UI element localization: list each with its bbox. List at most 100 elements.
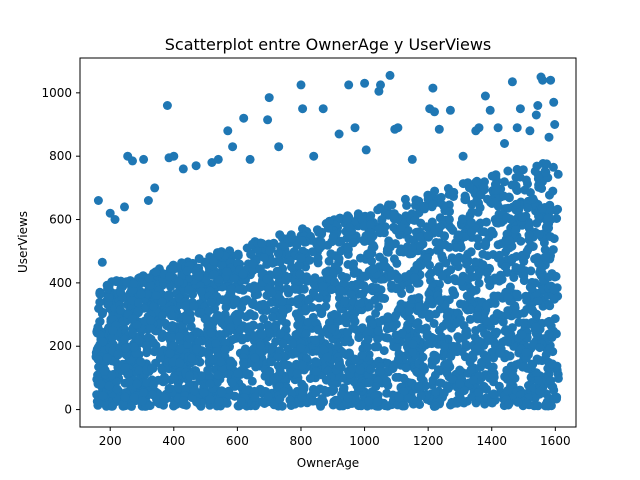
chart-title: Scatterplot entre OwnerAge y UserViews [165, 35, 492, 54]
scatter-point [498, 317, 508, 327]
scatter-point [182, 266, 192, 276]
scatter-point [553, 373, 563, 383]
scatter-point [319, 385, 329, 395]
scatter-point [275, 230, 285, 240]
scatter-point [203, 320, 213, 330]
scatter-point [169, 401, 179, 411]
scatter-point [357, 351, 367, 360]
scatter-point [511, 199, 521, 209]
scatter-point [533, 296, 543, 306]
scatter-point [279, 387, 289, 397]
scatter-point [259, 253, 269, 263]
scatter-point [322, 352, 332, 362]
scatter-point [459, 300, 469, 309]
scatter-point [430, 370, 440, 380]
scatter-point [120, 334, 129, 344]
scatter-point [348, 238, 358, 248]
scatter-point [435, 222, 445, 232]
scatter-point [452, 318, 462, 328]
scatter-point [521, 175, 531, 185]
scatter-point [505, 351, 515, 361]
scatter-point [377, 215, 387, 224]
scatter-point [531, 110, 541, 120]
scatter-point [129, 393, 139, 403]
plot-frame [79, 57, 577, 428]
scatter-point [368, 240, 378, 250]
scatter-point [416, 232, 425, 242]
scatter-point [318, 281, 328, 291]
scatter-point [244, 322, 254, 332]
scatter-point [118, 399, 128, 409]
y-tick-label: 600 [49, 213, 72, 227]
scatter-point [174, 332, 184, 342]
scatter-point [136, 357, 146, 367]
scatter-point [474, 123, 484, 133]
scatter-point [134, 365, 144, 375]
scatter-point [468, 350, 478, 360]
scatter-point [209, 256, 219, 266]
scatter-point [342, 215, 352, 225]
scatter-point [441, 258, 451, 268]
scatter-point [515, 104, 525, 114]
scatter-point [407, 294, 417, 304]
scatter-point [317, 309, 327, 319]
scatter-point [489, 372, 499, 382]
scatter-point [335, 361, 345, 371]
scatter-point [273, 352, 283, 362]
scatter-point [350, 354, 360, 364]
scatter-point [339, 297, 349, 307]
scatter-point [545, 232, 555, 242]
scatter-point [374, 317, 384, 327]
scatter-point [463, 249, 473, 259]
scatter-point [525, 126, 535, 136]
scatter-point [534, 229, 544, 239]
scatter-point [479, 381, 489, 391]
scatter-point [405, 284, 415, 294]
scatter-point [275, 257, 285, 267]
x-tick-label: 800 [290, 434, 313, 448]
scatter-point [424, 309, 434, 319]
scatter-point [512, 289, 522, 299]
scatter-point [381, 401, 391, 411]
scatter-point [450, 290, 460, 300]
scatter-point [321, 302, 331, 311]
scatter-point [236, 397, 246, 407]
scatter-point [95, 317, 105, 326]
scatter-point [544, 132, 554, 142]
scatter-point [455, 394, 465, 404]
scatter-point [430, 107, 439, 117]
scatter-point [336, 286, 346, 296]
scatter-point [291, 284, 301, 294]
scatter-point [318, 104, 328, 114]
scatter-point [248, 259, 258, 269]
scatter-point [474, 336, 484, 346]
scatter-point [425, 294, 435, 304]
scatter-point [263, 320, 273, 330]
scatter-point [217, 260, 227, 270]
scatter-point [467, 218, 476, 228]
scatter-point [537, 262, 547, 272]
scatter-point [335, 213, 345, 223]
x-tick-label: 200 [99, 434, 122, 448]
scatter-point [151, 291, 161, 300]
scatter-point [382, 247, 392, 257]
scatter-point [390, 211, 399, 221]
scatter-point [393, 354, 403, 364]
scatter-point [511, 252, 521, 261]
scatter-point [132, 379, 142, 389]
scatter-point [492, 309, 502, 318]
scatter-point [164, 291, 174, 301]
scatter-point [267, 357, 276, 367]
scatter-point [314, 293, 324, 303]
scatter-point [312, 358, 322, 367]
scatter-point [143, 332, 153, 342]
scatter-point [267, 288, 277, 298]
scatter-point [416, 373, 426, 383]
scatter-point [354, 333, 364, 343]
scatter-point [234, 285, 244, 294]
scatter-point [439, 388, 449, 398]
scatter-point [312, 225, 322, 235]
scatter-point [213, 154, 223, 164]
scatter-point [393, 274, 403, 284]
scatter-point [423, 253, 432, 263]
